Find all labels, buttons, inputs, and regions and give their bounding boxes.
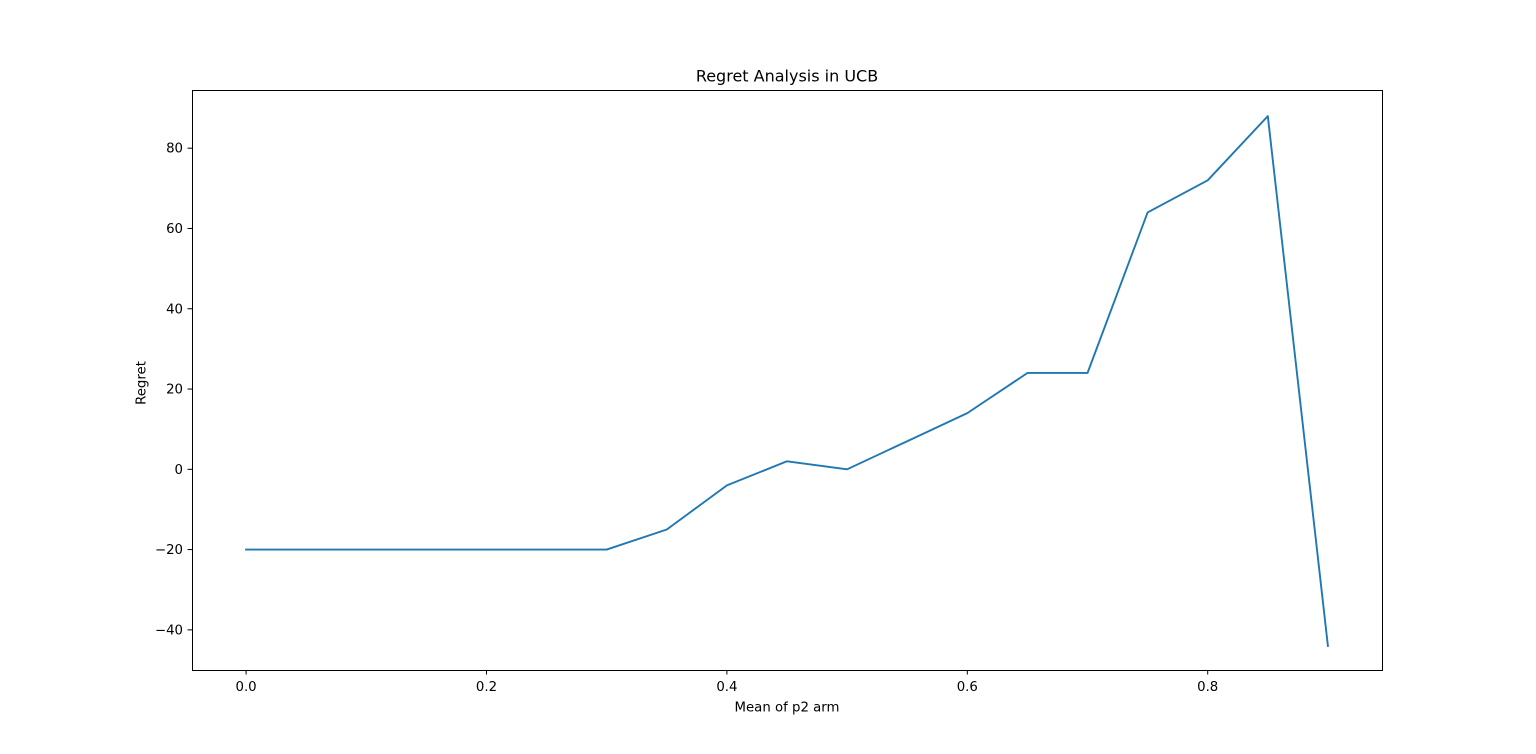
y-tick-label: 60 [166,222,183,237]
y-tick-label: 20 [166,383,183,398]
y-tick-label: 40 [166,302,183,317]
plot-area [192,90,1383,671]
x-tick-label: 0.0 [236,680,257,695]
x-tick-label: 0.8 [1197,680,1218,695]
series-layer [245,115,1329,647]
y-tick-label: −40 [155,623,183,638]
x-tick-label: 0.2 [476,680,497,695]
x-tick-label: 0.6 [957,680,978,695]
y-tick-label: 0 [175,463,183,478]
y-axis: −40 −20 0 20 40 60 80 [155,142,192,638]
x-tick-label: 0.4 [716,680,737,695]
chart-title: Regret Analysis in UCB [696,67,878,86]
x-axis-title: Mean of p2 arm [735,701,840,716]
y-tick-label: 80 [166,142,183,157]
series-line [245,115,1329,647]
y-tick-label: −20 [155,543,183,558]
y-axis-title: Regret [135,361,150,405]
axes-frame [192,90,1383,671]
x-axis: 0.0 0.2 0.4 0.6 0.8 [236,670,1218,695]
